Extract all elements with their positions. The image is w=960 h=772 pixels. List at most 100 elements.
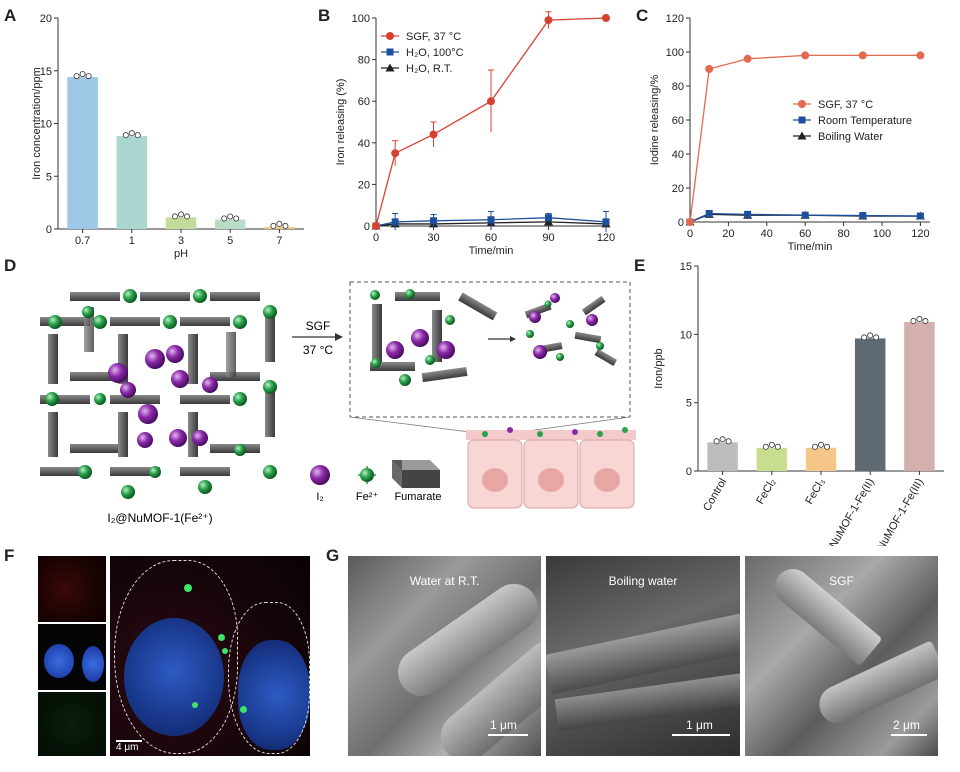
y-axis-label: Iron/ppb [653,348,665,388]
data-point [385,63,395,72]
f-scale-label: 4 μm [116,742,139,753]
arrow-label-sgf: SGF [306,319,331,333]
data-point [134,132,141,139]
chart-a-ph-iron: 0 5 10 15 20 Iron concentration/ppm 0.7 1 3 5 7 pH [31,13,304,260]
legend-label: H₂O, R.T. [406,63,452,75]
data-point [798,100,806,108]
y-tick-label: 120 [666,13,684,25]
y-tick-label: 15 [680,261,692,273]
panel-label-a: A [4,6,17,25]
series-line [375,17,607,227]
bar [805,447,837,471]
data-point [386,48,394,56]
legend-iodine-label: I₂ [316,491,323,503]
confocal-red-channel [38,556,106,622]
x-tick-label: 7 [276,235,282,247]
panel-label-c: C [636,6,649,25]
legend-label: H₂O, 100°C [406,47,464,59]
y-tick-label: 20 [672,183,684,195]
data-point [713,438,720,445]
data-point [233,215,240,222]
bar [116,136,148,229]
mof-framework [40,289,277,499]
data-point [386,32,394,40]
x-tick-label: 0 [687,228,693,240]
data-point [227,213,234,220]
data-point [177,211,184,218]
data-point [372,222,380,230]
legend-label: SGF, 37 °C [406,31,461,43]
chart-b-iron-release: 0 20 40 60 80 100 Iron releasing (%) 0 30 60 90 120… [335,11,615,257]
y-tick-label: 80 [358,55,370,67]
confocal-merged-image: 4 μm [110,556,310,756]
data-point [602,14,610,22]
zoom-degrading-mof [370,289,618,386]
x-tick-label: 5 [227,235,233,247]
data-point [276,220,283,227]
legend-fumarate-label: Fumarate [394,491,441,503]
data-point [79,71,86,78]
data-point [122,132,129,139]
data-point [430,217,437,225]
g2-scale-label: 1 μm [686,718,713,732]
x-tick-label: 0.7 [75,235,90,247]
y-tick-label: 5 [686,398,692,410]
bar [904,322,935,471]
panel-label-e: E [634,256,646,275]
legend-label: Room Temperature [818,115,912,127]
y-tick-label: 100 [352,13,370,25]
x-tick-label: 60 [799,228,811,240]
data-point [270,222,277,229]
data-point [544,16,553,25]
legend-label: SGF, 37 °C [818,99,873,111]
data-point [861,334,868,341]
data-point [774,443,781,450]
confocal-green-channel [38,692,106,756]
g3-caption: SGF [829,574,854,588]
data-point [916,212,924,220]
data-point [171,213,178,220]
data-point [686,218,694,226]
data-point [719,436,726,443]
x-tick-label: 100 [873,228,891,240]
data-point [916,51,925,60]
x-tick-label: FeCl₂ [754,477,778,507]
x-tick-label: 20 [722,228,734,240]
data-point [725,438,732,445]
bar [854,338,886,471]
y-tick-label: 15 [40,66,52,78]
data-point [858,51,867,60]
data-point [743,54,752,63]
x-tick-label: 0 [373,232,379,244]
data-point [811,443,818,450]
data-point [429,130,438,139]
data-point [487,216,495,224]
data-point [73,73,80,80]
data-point [768,441,775,448]
panel-label-f: F [4,546,15,565]
data-point [801,211,809,219]
y-tick-label: 0 [364,221,370,233]
data-point [801,51,810,60]
y-tick-label: 60 [672,115,684,127]
data-point [705,65,714,73]
x-axis-label: Time/min [469,245,514,257]
sem-boiling-water: Boiling water 1 μm [546,556,740,756]
data-point [705,210,713,217]
x-tick-label: 120 [597,232,615,244]
y-axis-label: Iron concentration/ppm [31,67,43,180]
x-tick-label: 3 [178,235,184,247]
x-tick-label: NuMOF-1-Fe(III) [875,477,926,547]
y-tick-label: 5 [46,171,52,183]
y-tick-label: 10 [40,119,52,131]
schematic-legend: I₂ Fe²⁺ Fumarate [310,460,442,503]
zoom-box [349,281,631,418]
legend-label: Boiling Water [818,131,883,143]
data-point [823,443,830,450]
x-tick-label: 90 [542,232,554,244]
g3-scale-label: 2 μm [893,718,920,732]
bar [707,442,738,471]
data-point [873,334,880,341]
x-tick-label: FeCl₃ [803,477,827,507]
